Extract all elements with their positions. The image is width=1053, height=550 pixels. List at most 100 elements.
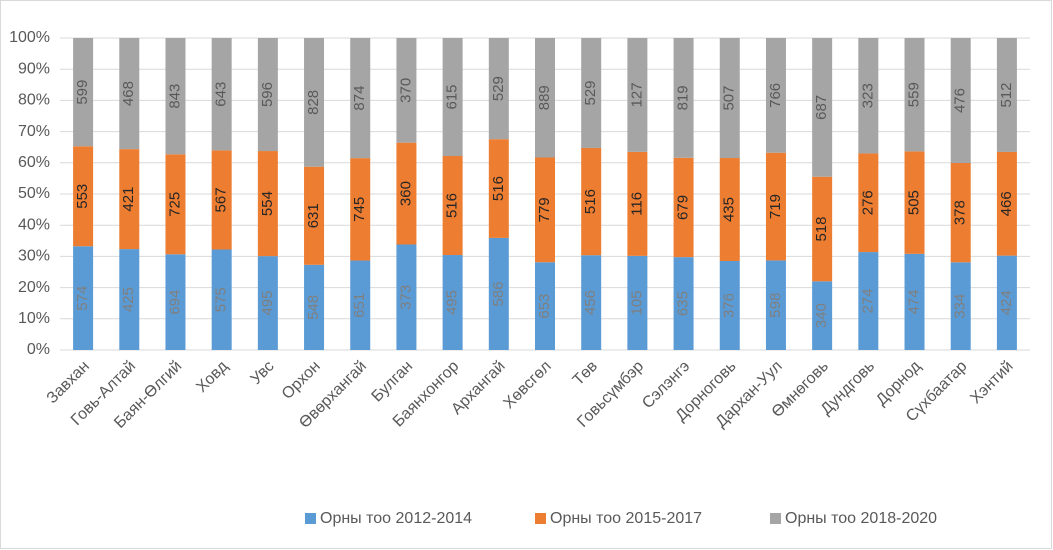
bar-segment: [535, 262, 555, 350]
bar-segment: [627, 255, 648, 350]
y-tick-label: 40%: [18, 216, 50, 233]
bar-segment: [442, 156, 463, 256]
y-tick-label: 50%: [18, 185, 50, 202]
y-tick-label: 70%: [18, 123, 50, 140]
data-label: 127: [628, 82, 645, 107]
bar-segment: [627, 38, 648, 152]
data-label: 779: [536, 197, 553, 222]
y-tick-label: 10%: [18, 310, 50, 327]
bar-segment: [950, 38, 971, 164]
bar-segment: [581, 38, 602, 148]
legend-swatch: [305, 513, 316, 524]
data-label: 507: [721, 85, 738, 110]
bar-segment: [73, 246, 94, 350]
data-label: 574: [74, 286, 91, 311]
y-tick-label: 60%: [18, 154, 50, 171]
bar-segment: [765, 152, 786, 261]
data-label: 373: [397, 285, 414, 310]
data-label: 424: [998, 290, 1015, 315]
bar-segment: [211, 150, 232, 250]
data-label: 495: [444, 290, 461, 315]
data-label: 653: [536, 294, 553, 319]
bar-segment: [119, 249, 140, 350]
data-label: 516: [582, 189, 599, 214]
bar-segment: [396, 38, 417, 143]
data-label: 559: [905, 82, 922, 107]
bar-segment: [73, 38, 94, 147]
data-label: 687: [813, 95, 830, 120]
bar-segment: [488, 38, 509, 140]
bar-segment: [719, 38, 740, 159]
data-label: 476: [952, 88, 969, 113]
bar-segment: [304, 38, 325, 167]
bar-segment: [396, 142, 417, 245]
data-label: 548: [305, 295, 322, 320]
bar-segment: [304, 166, 325, 265]
data-label: 456: [582, 290, 599, 315]
data-label: 553: [74, 184, 91, 209]
data-label: 323: [859, 83, 876, 108]
data-label: 505: [905, 190, 922, 215]
bar-segment: [257, 151, 278, 257]
data-label: 276: [859, 190, 876, 215]
bar-segment: [673, 157, 694, 258]
data-label: 468: [120, 81, 137, 106]
legend-label: Орны тоо 2012-2014: [320, 510, 472, 527]
bar-segment: [211, 249, 232, 350]
data-label: 360: [397, 181, 414, 206]
bar-segment: [119, 149, 140, 250]
data-label: 425: [120, 287, 137, 312]
bar-segment: [996, 151, 1017, 256]
data-label: 378: [952, 200, 969, 225]
data-label: 598: [767, 293, 784, 318]
data-label: 766: [767, 83, 784, 108]
data-label: 745: [351, 197, 368, 222]
bar-segment: [673, 257, 694, 350]
data-label: 651: [351, 293, 368, 318]
y-tick-label: 0%: [27, 341, 50, 358]
legend-label: Орны тоо 2015-2017: [550, 510, 702, 527]
bar-segment: [73, 146, 94, 247]
data-label: 421: [120, 187, 137, 212]
bar-segment: [257, 38, 278, 152]
bar-segment: [304, 264, 325, 350]
bar-segment: [904, 38, 925, 152]
bar-segment: [488, 237, 509, 350]
data-label: 631: [305, 203, 322, 228]
data-label: 725: [166, 192, 183, 217]
y-tick-label: 100%: [9, 29, 50, 46]
data-label: 516: [444, 193, 461, 218]
bar-segment: [627, 151, 648, 256]
data-label: 512: [998, 82, 1015, 107]
bar-segment: [165, 254, 186, 350]
y-tick-label: 90%: [18, 60, 50, 77]
data-label: 474: [905, 289, 922, 314]
bar-segment: [165, 38, 186, 155]
bar-segment: [858, 153, 879, 253]
data-label: 828: [305, 90, 322, 115]
data-label: 635: [675, 291, 692, 316]
bar-segment: [119, 38, 140, 150]
data-label: 599: [74, 80, 91, 105]
data-label: 575: [213, 287, 230, 312]
bar-segment: [950, 262, 971, 350]
bar-segment: [442, 38, 463, 157]
data-label: 274: [859, 289, 876, 314]
bar-segment: [812, 176, 833, 282]
bar-segment: [673, 38, 694, 158]
bar-segment: [904, 253, 925, 350]
data-label: 116: [628, 192, 645, 216]
data-label: 370: [397, 78, 414, 103]
data-label: 694: [166, 290, 183, 315]
bar-segment: [257, 256, 278, 350]
bar-segment: [812, 281, 833, 350]
data-label: 819: [675, 85, 692, 110]
bar-segment: [442, 255, 463, 350]
bar-segment: [396, 244, 417, 350]
bar-segment: [165, 154, 186, 255]
data-label: 495: [259, 291, 276, 316]
bar-segment: [904, 151, 925, 254]
data-label: 466: [998, 191, 1015, 216]
bar-segment: [719, 260, 740, 350]
